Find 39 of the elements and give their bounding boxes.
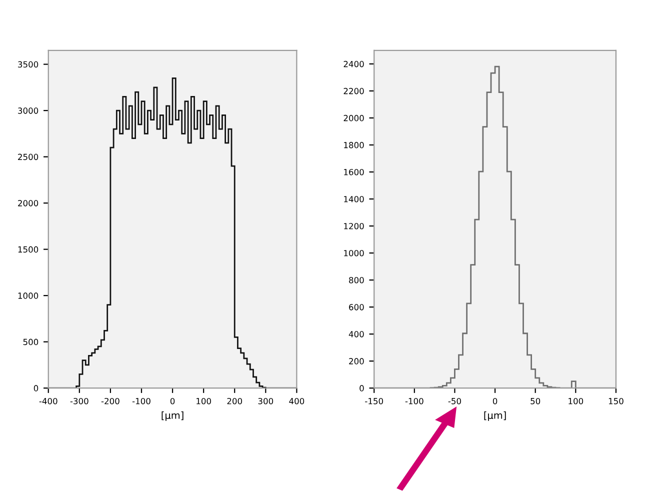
y-tick-label: 600 <box>349 304 364 310</box>
y-tick-label: 3500 <box>18 61 38 68</box>
x-tick-label: -50 <box>448 398 461 404</box>
y-tick-label: 2200 <box>344 88 364 94</box>
y-tick-label: 1400 <box>344 196 364 202</box>
x-tick-label: 50 <box>530 398 540 404</box>
x-tick-label: 400 <box>289 398 304 404</box>
y-tick-label: 3000 <box>18 108 38 114</box>
x-tick-label: -300 <box>70 398 88 404</box>
x-tick-label: 0 <box>170 398 175 404</box>
y-tick-label: 1600 <box>344 168 364 176</box>
x-tick-label: -100 <box>132 398 150 404</box>
y-tick-label: 2500 <box>18 154 38 160</box>
y-tick-label: 800 <box>349 277 364 284</box>
x-tick-label: -200 <box>101 398 120 404</box>
x-axis-title: [μm] <box>484 411 506 421</box>
x-tick-label: -150 <box>365 398 384 404</box>
x-tick-label: -100 <box>405 398 424 404</box>
y-tick-label: 1200 <box>344 222 364 230</box>
x-tick-label: 100 <box>196 398 211 404</box>
x-tick-label: 200 <box>227 398 242 404</box>
x-tick-label: 100 <box>568 398 584 404</box>
x-tick-label: -400 <box>39 398 58 404</box>
y-tick-label: 1800 <box>344 142 364 148</box>
y-tick-label: 400 <box>348 331 364 338</box>
y-tick-label: 200 <box>349 358 364 364</box>
y-tick-label: 1500 <box>18 246 38 253</box>
y-tick-label: 2400 <box>344 60 364 68</box>
x-tick-label: 0 <box>492 398 498 404</box>
y-tick-label: 0 <box>360 385 364 392</box>
y-tick-label: 1000 <box>344 250 364 256</box>
y-tick-label: 500 <box>23 338 38 346</box>
x-tick-label: 150 <box>608 398 624 404</box>
y-tick-label: 0 <box>34 385 38 392</box>
x-axis-title: [μm] <box>162 411 184 421</box>
y-tick-label: 1000 <box>18 292 38 299</box>
x-tick-label: 300 <box>258 398 274 404</box>
y-tick-label: 2000 <box>344 114 364 122</box>
y-tick-label: 2000 <box>18 200 38 206</box>
